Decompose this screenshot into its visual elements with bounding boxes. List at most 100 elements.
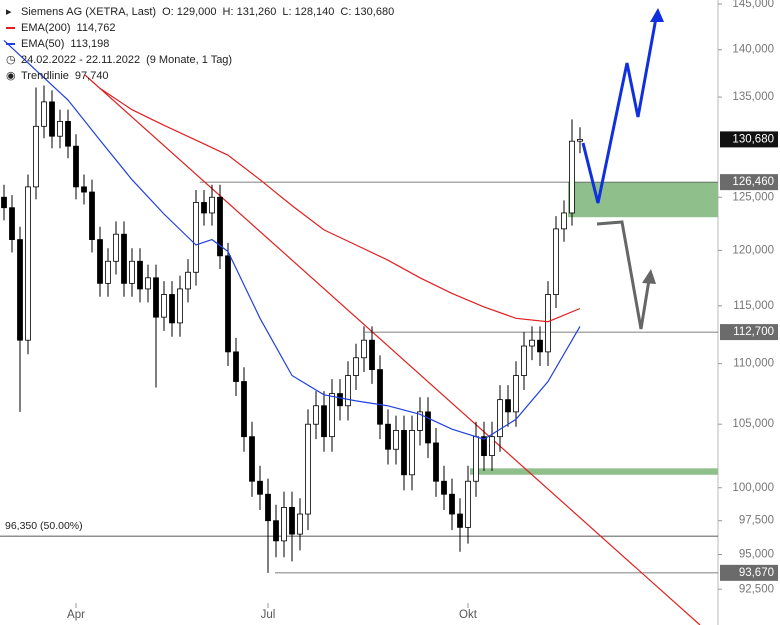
candle-body (457, 513, 463, 528)
candle-body (161, 294, 167, 318)
candle-body (289, 507, 295, 535)
period-note: (9 Monate, 1 Tag) (146, 54, 233, 66)
icon: ▸ (6, 6, 12, 18)
icon (6, 27, 15, 29)
candle-body (553, 228, 559, 295)
candle-body (9, 207, 15, 240)
legend-name: EMA(200) (21, 22, 71, 34)
ema-line (99, 87, 581, 323)
legend-value: 113,198 (70, 38, 110, 50)
legend: ▸ Siemens AG (XETRA, Last) O: 129,000 H:… (6, 4, 394, 84)
candle-body (441, 480, 447, 495)
ema-line (3, 39, 581, 440)
candle-body (369, 339, 375, 370)
y-tick-label: 110,000 (733, 358, 774, 370)
candle-body (241, 381, 247, 438)
candle-body (249, 436, 255, 482)
y-tick-label: 100,000 (732, 482, 774, 494)
candle-body (545, 294, 551, 353)
candle-body (489, 436, 495, 456)
candle-body (569, 140, 575, 214)
candle-body (353, 357, 359, 376)
candle-body (217, 196, 223, 257)
candle-body (561, 212, 567, 230)
projection-gray (596, 220, 656, 330)
y-tick-label: 97,500 (739, 515, 774, 527)
candle-body (417, 411, 423, 431)
candle-body (401, 430, 407, 476)
candle-body (505, 399, 511, 413)
candle-body (129, 260, 135, 284)
candle-body (177, 288, 183, 324)
candle-body (465, 480, 471, 528)
candle-body (329, 393, 335, 438)
candle-body (185, 271, 191, 290)
candle-body (81, 186, 87, 193)
candle-body (137, 260, 143, 290)
period: 24.02.2022 - 22.11.2022 (21, 54, 141, 66)
ohlc: O: 129,000 (162, 6, 217, 18)
last-label: 130,680 (732, 133, 774, 145)
candle-body (65, 120, 71, 147)
level-box (720, 564, 778, 581)
candle-body (313, 405, 319, 425)
candle-body (225, 255, 231, 353)
candle-body (305, 423, 311, 515)
y-tick-label: 120,000 (732, 244, 774, 256)
candle-body (385, 423, 391, 450)
candle-body (529, 339, 535, 347)
projection-path (581, 17, 658, 204)
candle-body (513, 375, 519, 413)
arrow-head (642, 269, 656, 284)
candle-body (105, 260, 111, 284)
y-tick-label: 140,000 (732, 44, 774, 56)
zone (568, 182, 718, 218)
candle-body (337, 393, 343, 407)
candle-body (49, 101, 55, 137)
candle-body (377, 369, 383, 425)
zone (470, 468, 718, 475)
candle-body (481, 436, 487, 456)
level-label: 126,460 (732, 176, 774, 188)
candle-body (497, 399, 503, 438)
candle-body (97, 239, 103, 284)
fib-label: 96,350 (50.00%) (5, 520, 83, 532)
candle-body (281, 507, 287, 542)
candle-body (577, 138, 583, 142)
projection-blue (581, 8, 664, 204)
y-tick-label: 145,000 (732, 0, 774, 10)
icon (6, 43, 15, 45)
candle-body (449, 493, 455, 515)
candle-body (521, 345, 527, 376)
title: Siemens AG (XETRA, Last) (21, 6, 157, 18)
y-tick-label: 115,000 (733, 300, 774, 312)
candle-body (41, 101, 47, 127)
y-tick-label: 105,000 (732, 418, 774, 430)
candle-body (409, 430, 415, 476)
trendline (84, 74, 701, 625)
arrow-head (650, 8, 664, 22)
candle-body (537, 339, 543, 353)
level-label: 112,700 (733, 326, 774, 338)
legend-row: EMA(200) 114,762 (6, 20, 394, 36)
candle-body (201, 202, 207, 214)
candle-body (233, 351, 239, 382)
candle-body (121, 233, 127, 284)
projection-path (596, 220, 651, 330)
candle-body (169, 294, 175, 324)
legend-row: EMA(50) 113,198 (6, 36, 394, 52)
x-tick-label: Apr (67, 609, 85, 621)
candle-body (17, 239, 23, 341)
candle-body (321, 405, 327, 438)
legend-name: Trendlinie (21, 70, 69, 82)
legend-row: ▸ Siemens AG (XETRA, Last) O: 129,000 H:… (6, 4, 394, 20)
y-tick-label: 95,000 (739, 549, 774, 561)
legend-row: ◉ Trendlinie 97,740 (6, 68, 394, 84)
last-box (720, 131, 778, 148)
candle-body (209, 196, 215, 214)
legend-value: 97,740 (74, 70, 109, 82)
icon: ◷ (6, 54, 16, 66)
candle-body (33, 125, 39, 188)
